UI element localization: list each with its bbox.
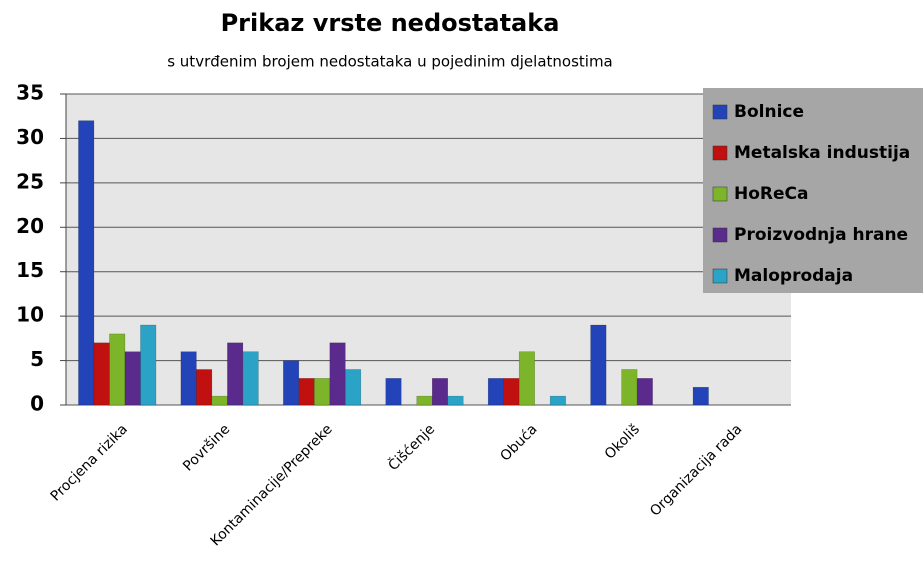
bar xyxy=(385,378,402,406)
bar xyxy=(432,378,448,406)
legend-swatch xyxy=(712,104,728,120)
x-tick-label: Organizacija rada xyxy=(647,421,745,519)
bar xyxy=(503,378,520,406)
legend-swatch xyxy=(712,186,728,202)
bar xyxy=(93,342,110,406)
chart-title: Prikaz vrste nedostataka xyxy=(221,9,560,37)
x-tick-label: Okoliš xyxy=(602,421,643,462)
legend-label: Bolnice xyxy=(734,102,804,122)
x-tick-label: Čišćenje xyxy=(384,420,438,474)
x-tick-label: Površine xyxy=(180,421,233,474)
bar xyxy=(78,120,95,406)
bar xyxy=(211,395,228,406)
bar xyxy=(109,333,126,406)
bar xyxy=(283,360,300,406)
y-tick-label: 0 xyxy=(30,392,44,416)
bar xyxy=(487,378,504,406)
bar xyxy=(180,351,197,406)
bar xyxy=(549,395,566,406)
bar xyxy=(447,395,464,406)
bar xyxy=(692,386,709,406)
bar xyxy=(227,342,244,406)
y-tick-label: 20 xyxy=(16,214,44,238)
x-tick-label: Kontaminacije/Prepreke xyxy=(208,421,336,549)
legend-swatch xyxy=(712,268,728,284)
legend-label: HoReCa xyxy=(734,184,808,204)
bar xyxy=(345,369,362,406)
legend-label: Proizvodnja hrane xyxy=(734,225,908,245)
legend-box xyxy=(703,88,923,293)
bar xyxy=(314,378,331,406)
bar xyxy=(124,351,141,406)
bar xyxy=(621,369,638,406)
bar xyxy=(242,351,259,406)
bar xyxy=(196,369,213,406)
legend-label: Maloprodaja xyxy=(734,266,853,286)
bar xyxy=(416,395,433,406)
bar xyxy=(636,378,653,406)
plot-area xyxy=(66,94,791,405)
x-tick-label: Obuća xyxy=(497,421,540,464)
x-tick-label: Procjena rizika xyxy=(48,421,131,504)
bar xyxy=(140,324,157,406)
bar xyxy=(329,342,346,406)
y-tick-label: 5 xyxy=(30,347,44,371)
legend-label: Metalska industija xyxy=(734,143,910,163)
y-tick-label: 35 xyxy=(16,81,44,105)
y-tick-label: 30 xyxy=(16,125,44,149)
y-tick-label: 25 xyxy=(16,169,44,193)
y-tick-label: 10 xyxy=(16,303,44,327)
legend-swatch xyxy=(712,227,728,243)
bar xyxy=(298,378,315,406)
bar xyxy=(590,324,607,406)
legend-swatch xyxy=(712,145,728,161)
bar xyxy=(518,351,535,406)
chart-subtitle: s utvrđenim brojem nedostataka u pojedin… xyxy=(167,53,613,71)
y-tick-label: 15 xyxy=(16,258,44,282)
